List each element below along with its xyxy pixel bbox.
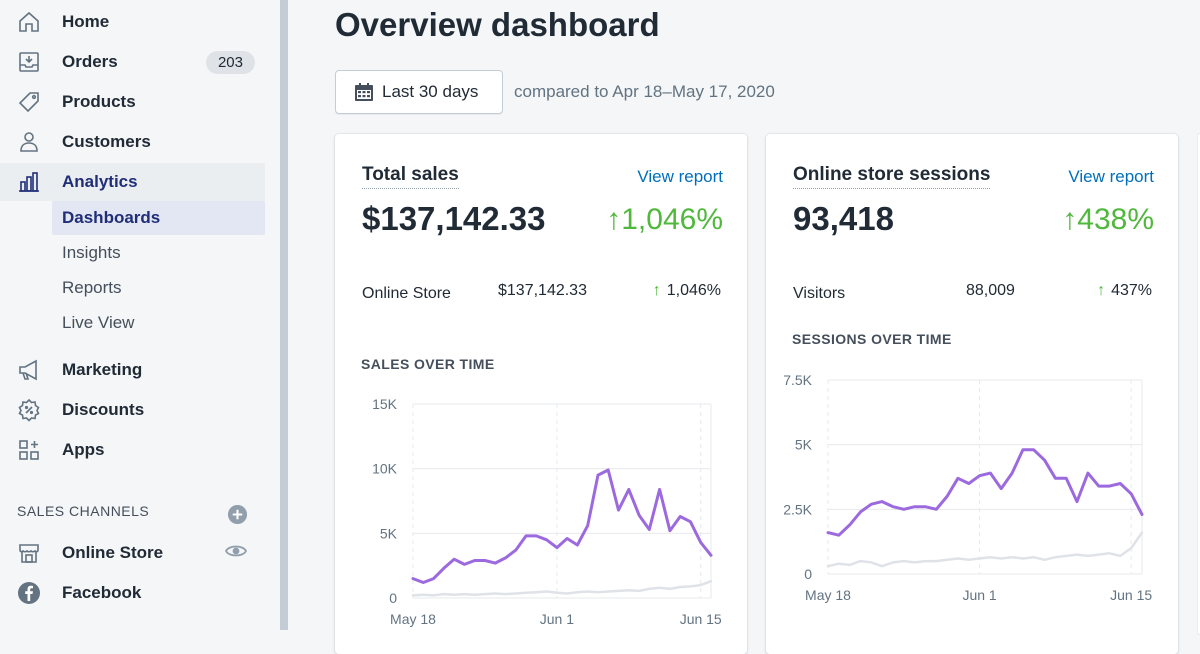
sidebar-item-facebook[interactable]: Facebook — [0, 574, 265, 612]
sales-over-time-chart: 0 5K 10K 15K May 18 Jun 1 Jun 15 — [372, 396, 722, 627]
y-tick-label: 0 — [804, 566, 812, 582]
up-arrow-icon: ↑ — [652, 282, 661, 299]
previous-period-line — [411, 579, 713, 597]
comparison-text: compared to Apr 18–May 17, 2020 — [514, 82, 775, 101]
x-tick-label: Jun 15 — [680, 611, 722, 627]
sessions-over-time-chart: 0 2.5K 5K 7.5K May 18 Jun 1 Jun 15 — [783, 372, 1152, 603]
y-tick-label: 15K — [372, 396, 398, 412]
sidebar-item-label: Products — [62, 92, 136, 111]
sidebar-item-label: Customers — [62, 132, 151, 151]
x-tick-label: May 18 — [390, 611, 436, 627]
sidebar-item-apps[interactable]: Apps — [0, 431, 265, 469]
breakdown-value: 88,009 — [966, 282, 1015, 299]
view-report-link[interactable]: View report — [1068, 167, 1154, 186]
current-period-line — [411, 468, 713, 584]
sidebar: Home Orders 203 Products Customers Analy… — [0, 0, 280, 630]
date-range-button[interactable]: Last 30 days — [335, 70, 503, 114]
breakdown-label: Online Store — [362, 285, 451, 302]
eye-icon[interactable] — [224, 543, 248, 564]
breakdown-change: ↑ 437% — [1097, 282, 1152, 300]
current-period-line — [826, 448, 1144, 537]
tag-icon — [16, 89, 42, 115]
sidebar-item-products[interactable]: Products — [0, 83, 265, 121]
metric-change: ↑438% — [1062, 203, 1154, 236]
sidebar-item-label: Apps — [62, 440, 105, 459]
y-tick-label: 7.5K — [783, 372, 812, 388]
sales-channels-header: SALES CHANNELS — [17, 503, 150, 519]
sidebar-item-label: Facebook — [62, 583, 142, 602]
add-circle-icon[interactable] — [227, 504, 248, 525]
up-arrow-icon: ↑ — [1097, 282, 1106, 299]
view-report-link[interactable]: View report — [637, 167, 723, 186]
facebook-icon — [16, 580, 42, 606]
chart-title: SESSIONS OVER TIME — [792, 331, 952, 347]
chart-title: SALES OVER TIME — [361, 356, 495, 372]
sidebar-subitem-live-view[interactable]: Live View — [62, 313, 135, 332]
y-tick-label: 2.5K — [783, 501, 812, 517]
metric-change: ↑1,046% — [606, 203, 723, 236]
apps-icon — [16, 437, 42, 463]
next-card-edge — [1198, 134, 1200, 634]
x-tick-label: Jun 15 — [1110, 587, 1152, 603]
sidebar-item-label: Analytics — [62, 172, 138, 191]
sidebar-item-label: Orders — [62, 52, 118, 71]
person-icon — [16, 129, 42, 155]
y-tick-label: 10K — [372, 461, 398, 477]
y-tick-label: 0 — [389, 590, 397, 606]
discount-icon — [16, 397, 42, 423]
sidebar-subitem-dashboards[interactable]: Dashboards — [52, 201, 265, 235]
sidebar-item-home[interactable]: Home — [0, 3, 265, 41]
sidebar-item-analytics[interactable]: Analytics — [0, 163, 265, 201]
calendar-icon — [354, 82, 374, 102]
breakdown-change-value: 437% — [1111, 282, 1152, 299]
sessions-card: Online store sessions View report 93,418… — [766, 134, 1178, 654]
sidebar-item-customers[interactable]: Customers — [0, 123, 265, 161]
storefront-icon — [16, 540, 42, 566]
metric-value: $137,142.33 — [362, 200, 546, 237]
sidebar-item-label: Home — [62, 12, 110, 31]
sidebar-item-online-store[interactable]: Online Store — [0, 534, 265, 572]
x-tick-label: May 18 — [805, 587, 851, 603]
x-tick-label: Jun 1 — [962, 587, 996, 603]
sidebar-subitem-insights[interactable]: Insights — [62, 243, 121, 262]
card-title[interactable]: Total sales — [362, 164, 459, 189]
breakdown-label: Visitors — [793, 285, 846, 302]
x-tick-label: Jun 1 — [540, 611, 574, 627]
home-icon — [16, 9, 42, 35]
sidebar-divider — [280, 0, 288, 630]
total-sales-card: Total sales View report $137,142.33 ↑ 1,0… — [335, 134, 747, 654]
main-content: Overview dashboard Last 30 days compared… — [288, 0, 1200, 654]
y-tick-label: 5K — [795, 437, 813, 453]
megaphone-icon — [16, 357, 42, 383]
metric-value: 93,418 — [793, 200, 894, 237]
bar-chart-icon — [16, 169, 42, 195]
sidebar-item-orders[interactable]: Orders 203 — [0, 43, 265, 81]
sidebar-item-label: Discounts — [62, 400, 145, 419]
sidebar-item-label: Online Store — [62, 543, 164, 562]
orders-count-badge: 203 — [205, 50, 255, 74]
y-tick-label: 5K — [380, 525, 398, 541]
previous-period-line — [826, 531, 1144, 568]
breakdown-change-value: 1,046% — [666, 282, 721, 299]
page-title: Overview dashboard — [335, 6, 660, 43]
orders-icon — [16, 49, 42, 75]
sidebar-subitem-reports[interactable]: Reports — [62, 278, 122, 297]
card-title[interactable]: Online store sessions — [793, 164, 991, 189]
date-range-label: Last 30 days — [382, 82, 479, 101]
sidebar-item-marketing[interactable]: Marketing — [0, 351, 265, 389]
sidebar-item-label: Marketing — [62, 360, 143, 379]
breakdown-value: $137,142.33 — [498, 282, 587, 299]
breakdown-change: ↑ 1,046% — [653, 282, 721, 300]
sidebar-item-discounts[interactable]: Discounts — [0, 391, 265, 429]
